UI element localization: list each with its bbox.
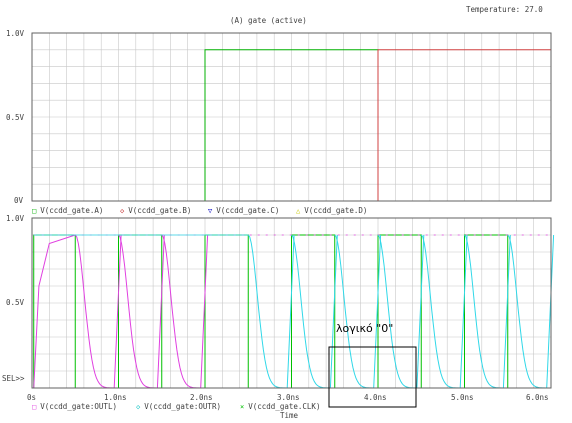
xtick: 2.0ns	[190, 393, 213, 402]
trace-OUTR	[334, 234, 382, 389]
legend-label: V(ccdd_gate.D)	[304, 206, 368, 215]
trace-OUTL	[161, 234, 209, 389]
legend-label: V(ccdd_gate:OUTL)	[40, 402, 117, 411]
diamond-marker-icon: ◇	[136, 403, 141, 411]
legend-item-C[interactable]: ▽ V(ccdd_gate.C)	[208, 206, 279, 215]
legend-label: V(ccdd_gate.CLK)	[248, 402, 321, 411]
diamond-marker-icon: ◇	[120, 207, 125, 215]
annotation-text: λογικό "0"	[336, 322, 394, 335]
legend-label: V(ccdd_gate:OUTR)	[144, 402, 221, 411]
bottom-ytick: 1.0V	[6, 214, 25, 223]
trace-OUTR	[420, 234, 468, 389]
annotation-box	[328, 346, 417, 408]
bottom-ytick: 0.5V	[6, 298, 25, 307]
xtick: 1.0ns	[104, 393, 127, 402]
sel-marker[interactable]: SEL>>	[2, 374, 25, 383]
legend-item-OUTR[interactable]: ◇ V(ccdd_gate:OUTR)	[136, 402, 221, 411]
xtick: 3.0ns	[277, 393, 300, 402]
x-axis-label: Time	[280, 411, 299, 420]
trace-OUTL	[74, 234, 122, 389]
legend-item-B[interactable]: ◇ V(ccdd_gate.B)	[120, 206, 191, 215]
legend-label: V(ccdd_gate.A)	[40, 206, 104, 215]
trace-OUTR	[291, 234, 338, 389]
x-marker-icon: ×	[240, 403, 245, 411]
trace-OUTR	[377, 234, 425, 389]
xtick: 5.0ns	[451, 393, 474, 402]
bottom-plot-frame	[31, 217, 552, 389]
trace-OUTL	[118, 234, 165, 389]
trace-CLK	[33, 234, 552, 389]
legend-item-D[interactable]: △ V(ccdd_gate.D)	[296, 206, 367, 215]
top-plot-grid	[32, 33, 551, 201]
xtick: 6.0ns	[526, 393, 549, 402]
triangle-down-marker-icon: ▽	[208, 207, 213, 215]
triangle-up-marker-icon: △	[296, 207, 301, 215]
trace-OUTR	[464, 234, 511, 389]
legend-item-CLK[interactable]: × V(ccdd_gate.CLK)	[240, 402, 320, 411]
xtick: 0s	[27, 393, 37, 402]
trace-OUTL	[33, 234, 76, 389]
top-ytick: 0V	[14, 196, 24, 205]
top-ytick: 0.5V	[6, 113, 25, 122]
legend-label: V(ccdd_gate.B)	[128, 206, 192, 215]
trace-OUTR	[247, 234, 295, 389]
top-ytick: 1.0V	[6, 29, 25, 38]
square-marker-icon: □	[32, 207, 37, 215]
square-marker-icon: □	[32, 403, 37, 411]
trace-OUTR	[507, 234, 555, 389]
xtick: 4.0ns	[364, 393, 387, 402]
legend-label: V(ccdd_gate.C)	[216, 206, 280, 215]
bottom-plot-traces	[33, 234, 555, 389]
legend-item-A[interactable]: □ V(ccdd_gate.A)	[32, 206, 103, 215]
top-plot-frame	[31, 32, 552, 202]
plot-title: (A) gate (active)	[230, 16, 307, 25]
legend-item-OUTL[interactable]: □ V(ccdd_gate:OUTL)	[32, 402, 117, 411]
temperature-label: Temperature: 27.0	[466, 5, 543, 14]
